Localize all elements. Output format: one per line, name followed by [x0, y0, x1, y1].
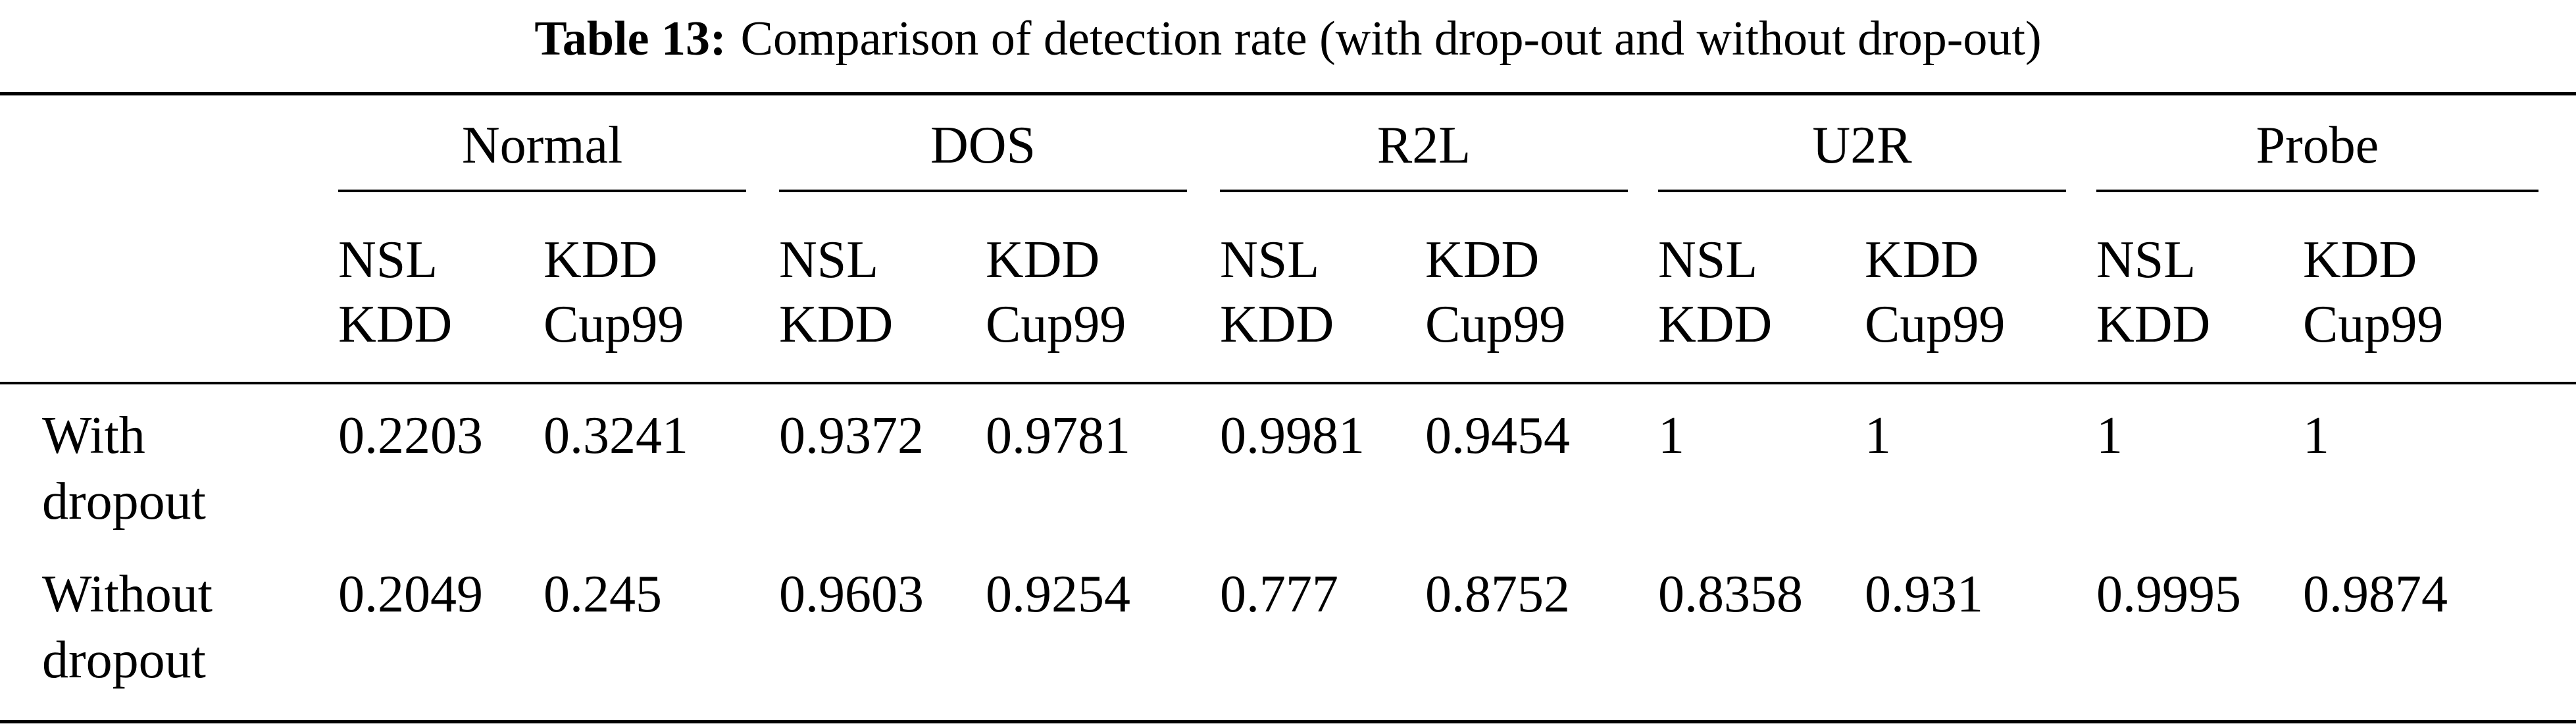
subheader-u2r-nsl-kdd: NSL KDD — [1658, 231, 1773, 353]
table-cell: 0.931 — [1865, 565, 1983, 623]
table-cell: 1 — [2096, 407, 2123, 465]
table-cell: 0.8752 — [1425, 565, 1570, 623]
header-body-rule — [0, 382, 2576, 384]
group-underline-normal — [338, 190, 746, 192]
table-cell: 0.8358 — [1658, 565, 1803, 623]
caption-text: Comparison of detection rate (with drop-… — [740, 12, 2042, 66]
row-label-without-dropout: Without dropout — [42, 565, 213, 689]
bottom-rule — [0, 720, 2576, 723]
row-label-with-dropout: With dropout — [42, 407, 206, 531]
group-underline-u2r — [1658, 190, 2066, 192]
table-cell: 0.9874 — [2303, 565, 2448, 623]
table-cell: 0.9454 — [1425, 407, 1570, 465]
table-cell: 1 — [1658, 407, 1684, 465]
caption-label: Table 13: — [534, 12, 726, 66]
table-cell: 0.2049 — [338, 565, 483, 623]
subheader-normal-nsl-kdd: NSL KDD — [338, 231, 453, 353]
table-cell: 0.777 — [1220, 565, 1338, 623]
table-cell: 0.9995 — [2096, 565, 2241, 623]
table-cell: 0.2203 — [338, 407, 483, 465]
table-caption: Table 13: Comparison of detection rate (w… — [0, 9, 2576, 68]
group-header-probe: Probe — [2256, 117, 2379, 174]
subheader-dos-nsl-kdd: NSL KDD — [779, 231, 894, 353]
group-underline-probe — [2096, 190, 2538, 192]
subheader-normal-kdd-cup99: KDD Cup99 — [543, 231, 684, 353]
table-cell: 0.245 — [543, 565, 662, 623]
table-cell: 0.9372 — [779, 407, 924, 465]
table-cell: 1 — [2303, 407, 2329, 465]
table-cell: 1 — [1865, 407, 1891, 465]
table-cell: 0.9781 — [986, 407, 1130, 465]
subheader-dos-kdd-cup99: KDD Cup99 — [986, 231, 1126, 353]
table-cell: 0.9981 — [1220, 407, 1365, 465]
subheader-r2l-kdd-cup99: KDD Cup99 — [1425, 231, 1566, 353]
table-cell: 0.9603 — [779, 565, 924, 623]
group-header-r2l: R2L — [1376, 117, 1471, 174]
subheader-u2r-kdd-cup99: KDD Cup99 — [1865, 231, 2006, 353]
group-header-dos: DOS — [930, 117, 1036, 174]
group-underline-dos — [779, 190, 1187, 192]
group-underline-r2l — [1220, 190, 1628, 192]
subheader-r2l-nsl-kdd: NSL KDD — [1220, 231, 1334, 353]
group-header-normal: Normal — [461, 117, 623, 174]
subheader-probe-kdd-cup99: KDD Cup99 — [2303, 231, 2444, 353]
table-cell: 0.9254 — [986, 565, 1130, 623]
table-cell: 0.3241 — [543, 407, 688, 465]
top-rule — [0, 92, 2576, 95]
subheader-probe-nsl-kdd: NSL KDD — [2096, 231, 2211, 353]
group-header-u2r: U2R — [1812, 117, 1912, 174]
